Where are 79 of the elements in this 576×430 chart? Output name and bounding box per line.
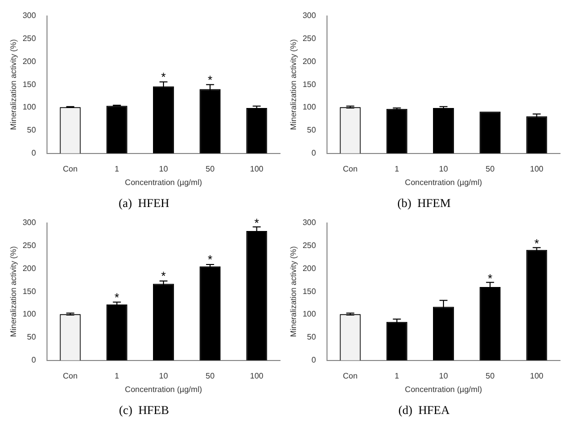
y-tick-label: 100 — [22, 310, 36, 319]
annotation: * — [488, 272, 493, 286]
y-axis-title: Mineralization activity (%) — [9, 246, 18, 337]
annotation: * — [161, 70, 166, 84]
y-tick-label: 200 — [22, 264, 36, 273]
x-tick-label: 100 — [530, 164, 544, 174]
y-axis-title: Mineralization activity (%) — [289, 38, 298, 130]
y-tick-label: 300 — [22, 11, 36, 20]
x-tick-label: Con — [62, 371, 78, 380]
y-tick-label: 200 — [22, 56, 36, 66]
y-tick-label: 200 — [302, 264, 316, 273]
y-tick-label: 50 — [307, 126, 316, 135]
y-tick-label: 100 — [22, 102, 36, 112]
x-axis-title: Concentration (µg/ml) — [124, 178, 202, 188]
x-tick-label: 100 — [530, 371, 544, 380]
annotation: * — [254, 216, 260, 230]
y-tick-label: 250 — [302, 34, 316, 43]
y-axis-title: Mineralization activity (%) — [289, 246, 298, 337]
y-tick-label: 0 — [31, 148, 36, 158]
x-tick-label: 1 — [394, 164, 400, 174]
x-tick-label: 1 — [114, 371, 120, 380]
x-tick-label: 10 — [159, 371, 168, 380]
y-tick-label: 300 — [302, 11, 316, 20]
y-tick-label: 0 — [311, 356, 316, 365]
bar — [106, 304, 128, 360]
x-axis-title: Concentration (µg/ml) — [404, 385, 482, 394]
y-axis-title: Mineralization activity (%) — [9, 38, 18, 130]
x-tick-label: 50 — [486, 371, 496, 380]
x-tick-label: 100 — [250, 164, 264, 174]
text: (d) HFEA — [398, 402, 450, 417]
y-tick-label: 50 — [307, 332, 316, 342]
y-tick-label: 200 — [302, 56, 316, 66]
bar — [386, 322, 408, 360]
y-tick-label: 150 — [302, 286, 316, 296]
x-axis-title: Concentration (µg/ml) — [404, 178, 482, 188]
text: (b) HFEM — [397, 196, 451, 210]
y-tick-label: 250 — [302, 240, 316, 250]
y-tick-label: 0 — [311, 148, 316, 158]
x-tick-label: Con — [342, 164, 358, 174]
y-tick-label: 100 — [302, 310, 316, 319]
y-tick-label: 250 — [22, 240, 36, 250]
bar — [526, 250, 548, 360]
y-tick-label: 50 — [27, 126, 36, 135]
text: (a) HFEH — [118, 196, 170, 210]
y-tick-label: 150 — [22, 80, 36, 89]
x-tick-label: 100 — [250, 371, 264, 380]
x-tick-label: 50 — [206, 371, 216, 380]
x-tick-label: 1 — [114, 164, 120, 174]
x-tick-label: 50 — [486, 164, 496, 174]
y-tick-label: 300 — [22, 218, 36, 228]
annotation: * — [534, 236, 540, 251]
bar — [432, 108, 454, 154]
y-tick-label: 150 — [302, 80, 316, 89]
y-tick-label: 0 — [31, 356, 36, 365]
x-tick-label: 50 — [206, 164, 216, 174]
text: (c) HFEB — [119, 402, 169, 417]
annotation: * — [161, 269, 166, 284]
annotation: * — [208, 252, 213, 267]
y-tick-label: 50 — [27, 332, 36, 342]
bar — [246, 108, 268, 154]
x-tick-label: Con — [342, 371, 358, 380]
x-axis-title: Concentration (µg/ml) — [124, 385, 202, 394]
bar — [480, 112, 501, 154]
bar — [526, 116, 548, 154]
x-tick-label: 10 — [439, 371, 448, 380]
bar — [386, 108, 408, 154]
x-tick-label: 10 — [439, 164, 448, 174]
x-tick-label: 1 — [394, 371, 400, 380]
x-tick-label: Con — [62, 164, 78, 174]
bar — [106, 106, 128, 154]
bar — [200, 266, 221, 360]
y-tick-label: 100 — [302, 102, 316, 112]
x-tick-label: 10 — [159, 164, 168, 174]
annotation: * — [114, 290, 120, 304]
bar — [152, 284, 174, 360]
annotation: * — [208, 72, 213, 87]
y-tick-label: 150 — [22, 286, 36, 296]
y-tick-label: 300 — [302, 218, 316, 228]
y-tick-label: 250 — [22, 34, 36, 43]
